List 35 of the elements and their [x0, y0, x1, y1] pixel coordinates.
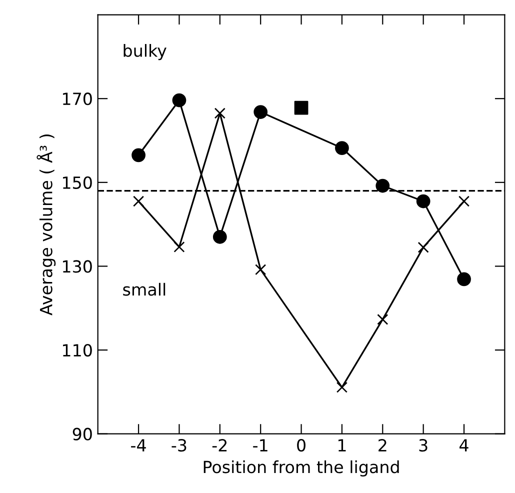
point — [336, 382, 348, 393]
point — [132, 196, 144, 207]
x-tick-label: -2 — [212, 438, 227, 452]
point — [172, 93, 186, 108]
point — [214, 108, 226, 119]
point — [457, 272, 471, 286]
y-tick-label: 130 — [63, 260, 92, 273]
point — [254, 105, 268, 119]
x-tick-label: -1 — [253, 439, 268, 452]
point — [132, 148, 146, 162]
y-tick-label: 90 — [72, 428, 92, 440]
point — [255, 264, 266, 276]
x-tick-label: 3 — [419, 438, 428, 452]
x-tick-label: 0 — [297, 438, 306, 452]
annotation: small — [123, 282, 166, 296]
annotation: bulky — [124, 44, 166, 60]
x-tick-label: 2 — [378, 438, 386, 452]
x-axis-title: Position from the ligand — [204, 460, 399, 477]
point — [377, 314, 388, 325]
x-tick-label: 4 — [460, 439, 468, 452]
y-tick-label: 170 — [63, 92, 92, 106]
point — [335, 141, 349, 155]
point — [458, 196, 470, 207]
x-tick-label: -4 — [131, 439, 146, 452]
point — [418, 242, 429, 253]
x-tick-label: -3 — [172, 438, 186, 452]
point — [376, 178, 390, 193]
y-axis-title: Average volume ( Å³ ) — [36, 134, 56, 316]
y-tick-label: 110 — [63, 344, 92, 357]
point — [294, 100, 308, 115]
x-tick-label: 1 — [338, 439, 346, 452]
y-tick-label: 150 — [63, 176, 92, 189]
point — [212, 230, 227, 244]
point — [416, 194, 430, 208]
point — [174, 241, 185, 252]
